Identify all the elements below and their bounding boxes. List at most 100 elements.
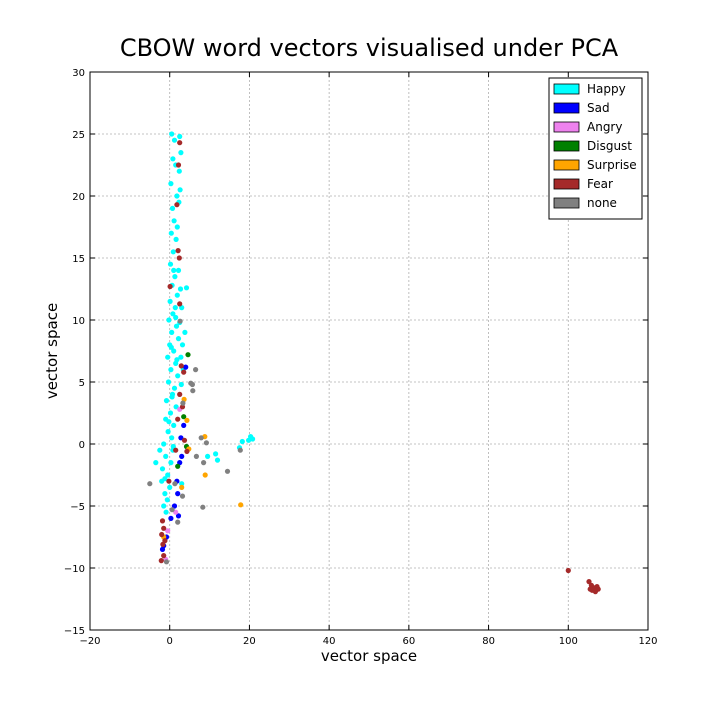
data-point [175,513,182,519]
data-point [161,525,167,531]
y-tick-label: −10 [64,564,85,575]
data-point [174,224,180,230]
x-tick-label: 0 [167,636,173,647]
data-point [171,218,177,224]
data-point [171,385,178,391]
data-point [169,507,175,513]
y-tick-label: 25 [72,130,85,141]
series-disgust [175,352,191,469]
legend-label: Sad [587,101,610,115]
data-point [178,150,184,156]
data-point [166,317,172,323]
data-point [168,344,174,350]
data-point [188,380,194,386]
x-tick-label: 20 [243,636,256,647]
data-point [165,528,171,534]
data-point [171,503,178,509]
series-none [147,318,243,565]
data-point [246,437,252,443]
data-point [168,230,174,236]
data-point [159,531,165,538]
data-point [159,518,166,524]
data-point [179,484,185,490]
data-point [193,453,199,459]
data-point [169,394,175,400]
data-point [193,367,199,373]
data-point [181,422,187,428]
x-tick-label: 80 [482,636,495,647]
data-point [165,472,171,478]
data-point [198,435,204,441]
y-tick-label: 0 [79,440,85,451]
data-point [183,285,190,291]
legend-label: none [587,196,617,210]
legend-label: Angry [587,120,622,134]
series-sad [159,364,189,553]
data-point [176,255,182,261]
y-axis-label: vector space [43,303,61,399]
data-point [171,348,177,354]
grid-lines [90,72,648,630]
y-tick-label: 5 [79,378,85,389]
data-point [203,440,209,446]
data-point [175,267,182,273]
data-point [201,460,207,466]
data-point [184,417,190,423]
data-point [214,457,221,463]
data-point [178,363,184,369]
data-point [224,468,231,474]
data-point [181,414,187,420]
data-point [159,466,166,472]
data-point [166,419,172,425]
data-point [163,398,170,404]
data-point [181,369,187,375]
data-point [182,329,188,335]
data-point [167,283,173,290]
data-point [163,453,169,459]
data-point [175,463,181,469]
data-point [565,567,571,574]
data-point [183,364,189,370]
data-point [147,481,153,487]
data-point [172,274,178,280]
data-point [173,314,179,321]
y-tick-label: −15 [64,626,85,637]
data-point [175,248,181,254]
y-tick-label: 15 [72,254,85,265]
legend-swatch [553,102,580,114]
data-point [177,301,183,307]
data-point [179,493,186,499]
data-point [162,476,168,482]
data-points [147,131,601,595]
data-point [162,491,168,497]
legend-label: Surprise [587,158,637,172]
data-point [161,553,167,559]
series-happy [153,131,256,515]
data-point [205,453,211,459]
data-point [175,519,181,525]
data-point [172,481,178,487]
chart-title: CBOW word vectors visualised under PCA [120,34,619,62]
data-point [164,497,170,503]
data-point [157,447,163,453]
data-point [190,388,196,394]
data-point [167,261,174,267]
data-point [167,410,174,416]
y-tick-label: −5 [70,502,85,513]
data-point [165,429,171,435]
data-point [179,481,185,487]
data-point [168,460,174,466]
data-point [170,156,176,162]
x-axis-label: vector space [321,647,417,665]
data-point [166,478,172,484]
data-point [170,249,176,255]
legend-swatch [553,121,580,133]
x-tick-label: 40 [323,636,336,647]
data-point [172,305,178,311]
data-point [175,416,181,422]
data-point [168,181,174,187]
y-tick-label: 30 [72,68,85,79]
data-point [177,140,183,146]
data-point [178,381,184,388]
